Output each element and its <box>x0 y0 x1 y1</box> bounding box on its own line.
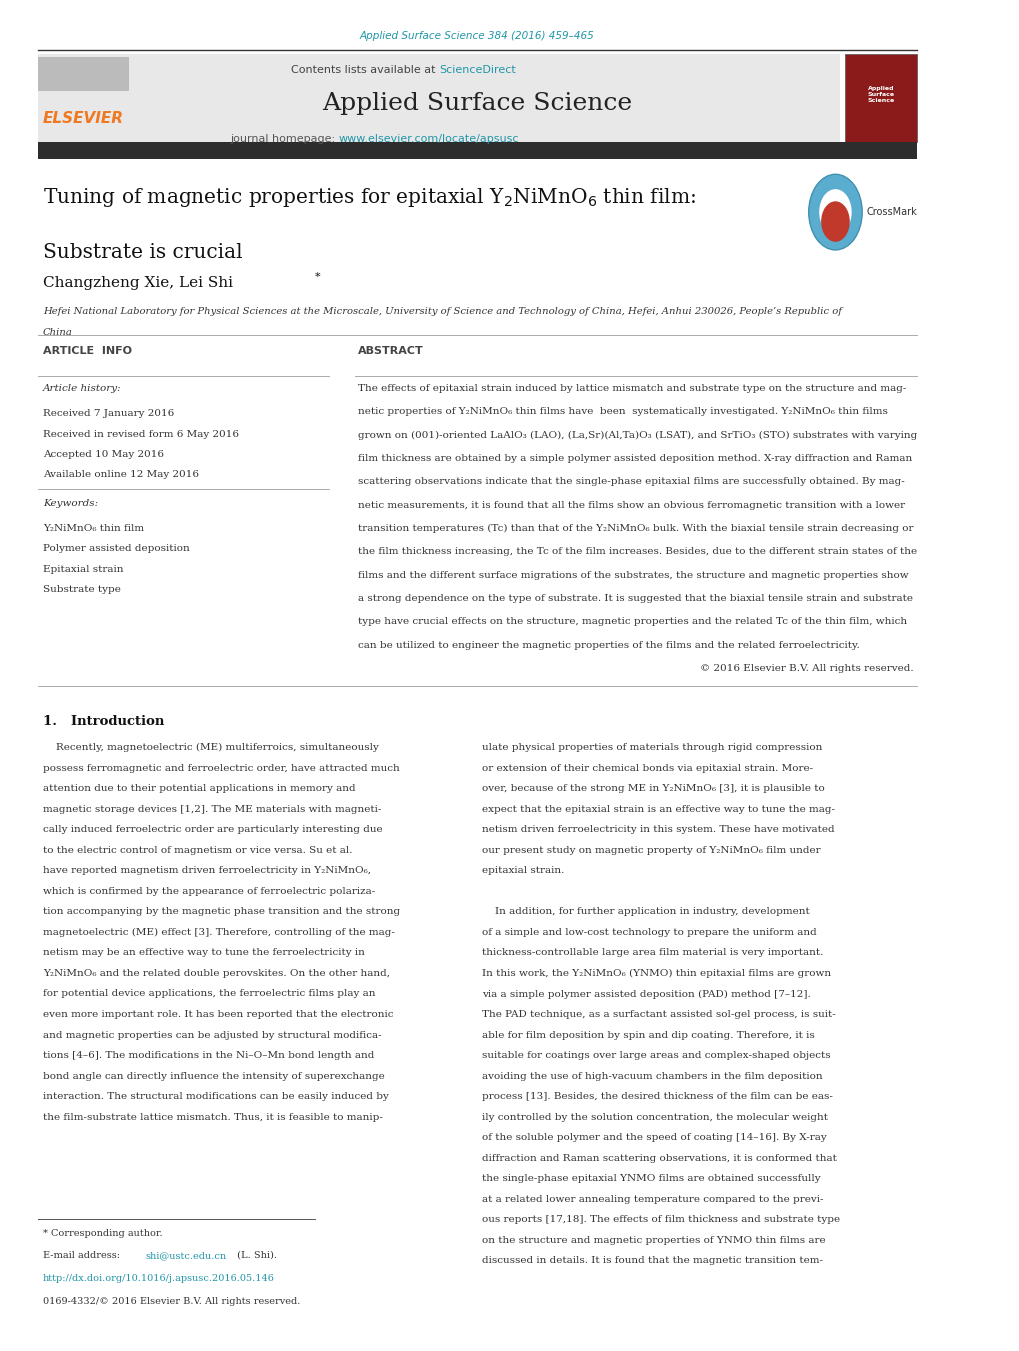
Text: Substrate type: Substrate type <box>43 585 120 594</box>
Text: even more important role. It has been reported that the electronic: even more important role. It has been re… <box>43 1011 393 1019</box>
Text: attention due to their potential applications in memory and: attention due to their potential applica… <box>43 784 356 793</box>
Text: film thickness are obtained by a simple polymer assisted deposition method. X-ra: film thickness are obtained by a simple … <box>358 454 911 463</box>
Text: of the soluble polymer and the speed of coating [14–16]. By X-ray: of the soluble polymer and the speed of … <box>482 1133 826 1142</box>
Text: the film thickness increasing, the Tc of the film increases. Besides, due to the: the film thickness increasing, the Tc of… <box>358 547 916 557</box>
Text: Applied Surface Science 384 (2016) 459–465: Applied Surface Science 384 (2016) 459–4… <box>360 31 594 41</box>
Text: at a related lower annealing temperature compared to the previ-: at a related lower annealing temperature… <box>482 1194 823 1204</box>
Text: type have crucial effects on the structure, magnetic properties and the related : type have crucial effects on the structu… <box>358 617 906 627</box>
Text: netic properties of Y₂NiMnO₆ thin films have  been  systematically investigated.: netic properties of Y₂NiMnO₆ thin films … <box>358 407 888 416</box>
Text: The PAD technique, as a surfactant assisted sol-gel process, is suit-: The PAD technique, as a surfactant assis… <box>482 1011 836 1019</box>
Text: magnetic storage devices [1,2]. The ME materials with magneti-: magnetic storage devices [1,2]. The ME m… <box>43 805 381 813</box>
Text: films and the different surface migrations of the substrates, the structure and : films and the different surface migratio… <box>358 570 908 580</box>
Text: Hefei National Laboratory for Physical Sciences at the Microscale, University of: Hefei National Laboratory for Physical S… <box>43 307 841 316</box>
Text: to the electric control of magnetism or vice versa. Su et al.: to the electric control of magnetism or … <box>43 846 353 855</box>
Text: on the structure and magnetic properties of YNMO thin films are: on the structure and magnetic properties… <box>482 1236 825 1244</box>
Text: Keywords:: Keywords: <box>43 499 98 508</box>
Text: 0169-4332/© 2016 Elsevier B.V. All rights reserved.: 0169-4332/© 2016 Elsevier B.V. All right… <box>43 1297 300 1306</box>
Text: or extension of their chemical bonds via epitaxial strain. More-: or extension of their chemical bonds via… <box>482 763 812 773</box>
Text: ous reports [17,18]. The effects of film thickness and substrate type: ous reports [17,18]. The effects of film… <box>482 1216 840 1224</box>
Text: Tuning of magnetic properties for epitaxial Y$_2$NiMnO$_6$ thin film:: Tuning of magnetic properties for epitax… <box>43 186 695 209</box>
Text: epitaxial strain.: epitaxial strain. <box>482 866 564 875</box>
Text: Article history:: Article history: <box>43 384 121 393</box>
Text: E-mail address:: E-mail address: <box>43 1251 123 1260</box>
Text: possess ferromagnetic and ferroelectric order, have attracted much: possess ferromagnetic and ferroelectric … <box>43 763 399 773</box>
Text: which is confirmed by the appearance of ferroelectric polariza-: which is confirmed by the appearance of … <box>43 886 375 896</box>
Text: shi@ustc.edu.cn: shi@ustc.edu.cn <box>145 1251 226 1260</box>
Text: expect that the epitaxial strain is an effective way to tune the mag-: expect that the epitaxial strain is an e… <box>482 805 835 813</box>
Text: transition temperatures (Tc) than that of the Y₂NiMnO₆ bulk. With the biaxial te: transition temperatures (Tc) than that o… <box>358 524 913 534</box>
Text: * Corresponding author.: * Corresponding author. <box>43 1229 162 1239</box>
Circle shape <box>820 201 849 242</box>
Text: *: * <box>315 272 320 281</box>
Text: suitable for coatings over large areas and complex-shaped objects: suitable for coatings over large areas a… <box>482 1051 830 1061</box>
Text: cally induced ferroelectric order are particularly interesting due: cally induced ferroelectric order are pa… <box>43 825 382 834</box>
Text: netism driven ferroelectricity in this system. These have motivated: netism driven ferroelectricity in this s… <box>482 825 834 834</box>
Text: ulate physical properties of materials through rigid compression: ulate physical properties of materials t… <box>482 743 821 753</box>
Text: diffraction and Raman scattering observations, it is conformed that: diffraction and Raman scattering observa… <box>482 1154 837 1163</box>
Text: Received 7 January 2016: Received 7 January 2016 <box>43 409 174 419</box>
Text: our present study on magnetic property of Y₂NiMnO₆ film under: our present study on magnetic property o… <box>482 846 820 855</box>
Text: Y₂NiMnO₆ thin film: Y₂NiMnO₆ thin film <box>43 524 144 534</box>
Text: China: China <box>43 328 72 338</box>
Text: journal homepage:: journal homepage: <box>230 134 338 143</box>
Text: In this work, the Y₂NiMnO₆ (YNMO) thin epitaxial films are grown: In this work, the Y₂NiMnO₆ (YNMO) thin e… <box>482 969 830 978</box>
Text: http://dx.doi.org/10.1016/j.apsusc.2016.05.146: http://dx.doi.org/10.1016/j.apsusc.2016.… <box>43 1274 274 1283</box>
Text: © 2016 Elsevier B.V. All rights reserved.: © 2016 Elsevier B.V. All rights reserved… <box>699 665 913 673</box>
Circle shape <box>808 174 861 250</box>
Text: 1.   Introduction: 1. Introduction <box>43 715 164 728</box>
Text: scattering observations indicate that the single-phase epitaxial films are succe: scattering observations indicate that th… <box>358 477 904 486</box>
Text: Substrate is crucial: Substrate is crucial <box>43 243 243 262</box>
Circle shape <box>818 189 851 235</box>
Text: Changzheng Xie, Lei Shi: Changzheng Xie, Lei Shi <box>43 276 232 289</box>
Text: have reported magnetism driven ferroelectricity in Y₂NiMnO₆,: have reported magnetism driven ferroelec… <box>43 866 371 875</box>
Text: netic measurements, it is found that all the films show an obvious ferromagnetic: netic measurements, it is found that all… <box>358 501 904 509</box>
Text: a strong dependence on the type of substrate. It is suggested that the biaxial t: a strong dependence on the type of subst… <box>358 594 912 603</box>
Text: thickness-controllable large area film material is very important.: thickness-controllable large area film m… <box>482 948 822 958</box>
Text: magnetoelectric (ME) effect [3]. Therefore, controlling of the mag-: magnetoelectric (ME) effect [3]. Therefo… <box>43 928 394 938</box>
FancyBboxPatch shape <box>38 142 916 159</box>
Text: www.elsevier.com/locate/apsusc: www.elsevier.com/locate/apsusc <box>338 134 519 143</box>
Text: via a simple polymer assisted deposition (PAD) method [7–12].: via a simple polymer assisted deposition… <box>482 989 810 998</box>
Text: over, because of the strong ME in Y₂NiMnO₆ [3], it is plausible to: over, because of the strong ME in Y₂NiMn… <box>482 784 824 793</box>
Text: Contents lists available at: Contents lists available at <box>291 65 439 74</box>
Text: Received in revised form 6 May 2016: Received in revised form 6 May 2016 <box>43 430 238 439</box>
Text: interaction. The structural modifications can be easily induced by: interaction. The structural modification… <box>43 1092 388 1101</box>
Text: Y₂NiMnO₆ and the related double perovskites. On the other hand,: Y₂NiMnO₆ and the related double perovski… <box>43 969 389 978</box>
Text: avoiding the use of high-vacuum chambers in the film deposition: avoiding the use of high-vacuum chambers… <box>482 1071 822 1081</box>
Text: CrossMark: CrossMark <box>866 207 917 218</box>
Text: ily controlled by the solution concentration, the molecular weight: ily controlled by the solution concentra… <box>482 1113 827 1121</box>
Text: process [13]. Besides, the desired thickness of the film can be eas-: process [13]. Besides, the desired thick… <box>482 1092 833 1101</box>
Text: Epitaxial strain: Epitaxial strain <box>43 565 123 574</box>
Text: (L. Shi).: (L. Shi). <box>233 1251 276 1260</box>
FancyBboxPatch shape <box>38 54 840 142</box>
Text: ScienceDirect: ScienceDirect <box>439 65 516 74</box>
Text: The effects of epitaxial strain induced by lattice mismatch and substrate type o: The effects of epitaxial strain induced … <box>358 384 906 393</box>
Text: Accepted 10 May 2016: Accepted 10 May 2016 <box>43 450 164 459</box>
Text: for potential device applications, the ferroelectric films play an: for potential device applications, the f… <box>43 989 375 998</box>
Text: Polymer assisted deposition: Polymer assisted deposition <box>43 544 190 554</box>
Text: ELSEVIER: ELSEVIER <box>43 111 124 127</box>
Text: tion accompanying by the magnetic phase transition and the strong: tion accompanying by the magnetic phase … <box>43 908 399 916</box>
Text: Recently, magnetoelectric (ME) multiferroics, simultaneously: Recently, magnetoelectric (ME) multiferr… <box>43 743 378 753</box>
Text: ARTICLE  INFO: ARTICLE INFO <box>43 346 131 355</box>
FancyBboxPatch shape <box>38 57 128 91</box>
Text: Available online 12 May 2016: Available online 12 May 2016 <box>43 470 199 480</box>
Text: Applied
Surface
Science: Applied Surface Science <box>867 86 894 103</box>
Text: the film-substrate lattice mismatch. Thus, it is feasible to manip-: the film-substrate lattice mismatch. Thu… <box>43 1113 382 1121</box>
Text: grown on (001)-oriented LaAlO₃ (LAO), (La,Sr)(Al,Ta)O₃ (LSAT), and SrTiO₃ (STO) : grown on (001)-oriented LaAlO₃ (LAO), (L… <box>358 431 916 439</box>
Text: able for film deposition by spin and dip coating. Therefore, it is: able for film deposition by spin and dip… <box>482 1031 814 1039</box>
Text: ABSTRACT: ABSTRACT <box>358 346 423 355</box>
Text: tions [4–6]. The modifications in the Ni–O–Mn bond length and: tions [4–6]. The modifications in the Ni… <box>43 1051 374 1061</box>
Text: bond angle can directly influence the intensity of superexchange: bond angle can directly influence the in… <box>43 1071 384 1081</box>
Text: and magnetic properties can be adjusted by structural modifica-: and magnetic properties can be adjusted … <box>43 1031 381 1039</box>
Text: the single-phase epitaxial YNMO films are obtained successfully: the single-phase epitaxial YNMO films ar… <box>482 1174 820 1183</box>
Text: can be utilized to engineer the magnetic properties of the films and the related: can be utilized to engineer the magnetic… <box>358 640 859 650</box>
Text: Applied Surface Science: Applied Surface Science <box>322 92 632 115</box>
Text: of a simple and low-cost technology to prepare the uniform and: of a simple and low-cost technology to p… <box>482 928 816 936</box>
Text: In addition, for further application in industry, development: In addition, for further application in … <box>482 908 809 916</box>
FancyBboxPatch shape <box>844 54 916 142</box>
Text: netism may be an effective way to tune the ferroelectricity in: netism may be an effective way to tune t… <box>43 948 365 958</box>
Text: discussed in details. It is found that the magnetic transition tem-: discussed in details. It is found that t… <box>482 1256 822 1266</box>
